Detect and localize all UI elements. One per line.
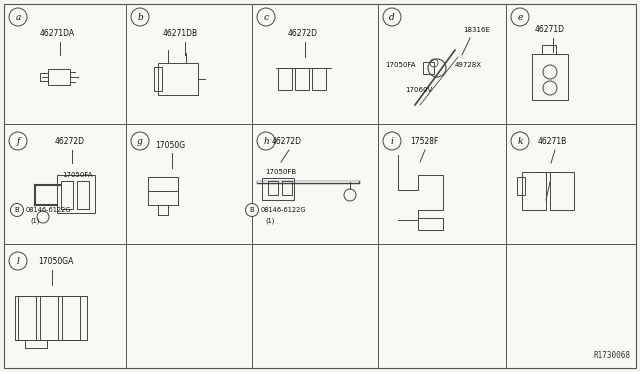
Bar: [18, 296, 36, 340]
Circle shape: [383, 8, 401, 26]
Text: 17050FA: 17050FA: [385, 62, 415, 68]
Bar: [522, 172, 546, 210]
Text: 46271B: 46271B: [538, 138, 567, 147]
Text: 17060V: 17060V: [405, 87, 432, 93]
Text: 46272D: 46272D: [272, 138, 302, 147]
Text: B: B: [15, 207, 19, 213]
Circle shape: [257, 132, 275, 150]
Text: 46272D: 46272D: [288, 29, 318, 38]
Bar: [154, 67, 162, 91]
Text: f: f: [16, 137, 20, 145]
Circle shape: [383, 132, 401, 150]
Text: 17528F: 17528F: [410, 138, 438, 147]
Circle shape: [257, 8, 275, 26]
Text: 17050G: 17050G: [155, 141, 185, 150]
Circle shape: [10, 203, 24, 217]
Bar: [158, 63, 198, 95]
Circle shape: [131, 8, 149, 26]
Text: 08146-6122G: 08146-6122G: [261, 207, 307, 213]
Text: 17050GA: 17050GA: [38, 257, 74, 266]
Text: (1): (1): [265, 218, 275, 224]
Circle shape: [511, 8, 529, 26]
Text: b: b: [137, 13, 143, 22]
Text: a: a: [15, 13, 20, 22]
Circle shape: [246, 203, 259, 217]
Bar: [282, 181, 292, 195]
Bar: [61, 181, 73, 209]
Text: R1730068: R1730068: [593, 351, 630, 360]
Bar: [77, 181, 89, 209]
Bar: [62, 296, 80, 340]
Bar: [312, 68, 326, 90]
Circle shape: [9, 8, 27, 26]
Text: (1): (1): [30, 218, 40, 224]
Text: 17050FB: 17050FB: [265, 169, 296, 175]
Bar: [48, 69, 70, 85]
Text: 08146-6122G: 08146-6122G: [26, 207, 72, 213]
Bar: [40, 73, 48, 81]
Text: B: B: [250, 207, 254, 213]
Bar: [295, 68, 309, 90]
Bar: [262, 178, 294, 200]
Text: l: l: [17, 257, 19, 266]
Circle shape: [9, 132, 27, 150]
Text: 46271DA: 46271DA: [40, 29, 75, 38]
Bar: [517, 177, 525, 195]
Text: 46271DB: 46271DB: [163, 29, 198, 38]
Bar: [532, 54, 568, 100]
Bar: [40, 296, 58, 340]
Bar: [423, 62, 434, 74]
Circle shape: [511, 132, 529, 150]
Text: 46272D: 46272D: [55, 138, 85, 147]
Text: 49728X: 49728X: [455, 62, 482, 68]
Bar: [550, 172, 574, 210]
Text: c: c: [264, 13, 269, 22]
Text: d: d: [389, 13, 395, 22]
Text: 18316E: 18316E: [463, 27, 490, 33]
Text: e: e: [517, 13, 523, 22]
Bar: [542, 45, 556, 54]
Text: 17050FA: 17050FA: [62, 172, 93, 178]
Text: h: h: [263, 137, 269, 145]
Bar: [268, 181, 278, 195]
Bar: [278, 68, 292, 90]
Text: g: g: [137, 137, 143, 145]
Bar: [418, 218, 443, 230]
Text: k: k: [517, 137, 523, 145]
Text: 46271D: 46271D: [535, 26, 565, 35]
Circle shape: [131, 132, 149, 150]
Text: i: i: [390, 137, 394, 145]
Circle shape: [9, 252, 27, 270]
Bar: [57, 175, 95, 213]
